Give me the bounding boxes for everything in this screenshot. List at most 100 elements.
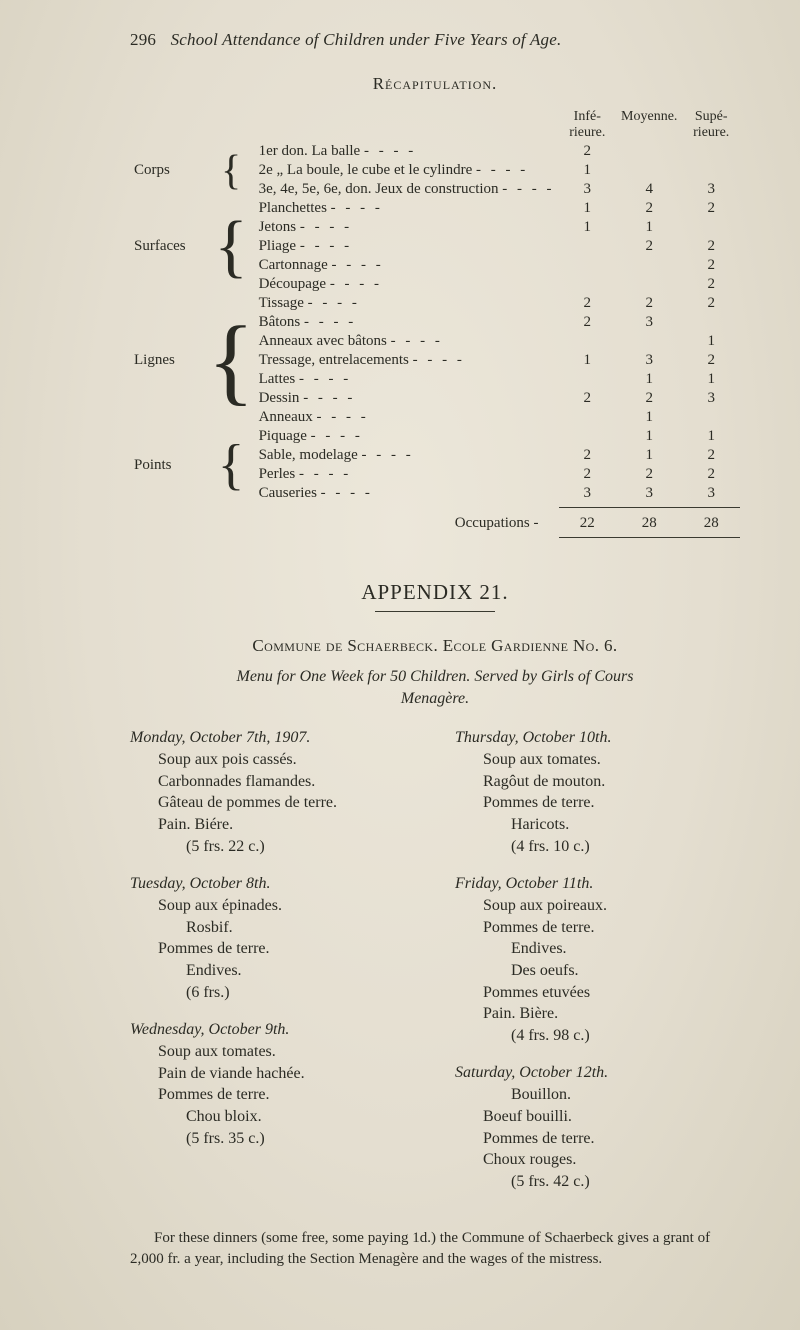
table-row: Lignes{Tissage - - - -222 [130,294,740,313]
cell-value [616,275,682,294]
price-line: (5 frs. 35 c.) [186,1128,415,1150]
item-label: 1er don. La balle - - - - [255,142,559,161]
dish-line: Rosbif. [186,917,415,939]
menu-day: Friday, October 11th.Soup aux poireaux.P… [455,875,740,1046]
dish-line: Pain de viande hachée. [158,1063,415,1085]
cell-value [682,218,740,237]
price-line: (5 frs. 42 c.) [511,1171,740,1193]
item-label: Sable, modelage - - - - [255,446,559,465]
dish-line: Carbonnades flamandes. [158,771,415,793]
appendix-title: APPENDIX 21. [130,580,740,605]
cell-value: 2 [616,199,682,218]
cell-value [559,332,617,351]
footnote: For these dinners (some free, some payin… [130,1228,740,1270]
item-label: 3e, 4e, 5e, 6e, don. Jeux de constructio… [255,180,559,199]
cell-value: 2 [559,142,617,161]
appendix-rule [375,611,495,612]
cell-value: 2 [682,294,740,313]
recap-total-row: Occupations - 22 28 28 [130,514,740,533]
cell-value: 1 [559,351,617,370]
day-heading: Wednesday, October 9th. [130,1021,415,1039]
table-row: Surfaces{Planchettes - - - -122 [130,199,740,218]
cell-value: 2 [559,313,617,332]
cell-value: 2 [682,446,740,465]
cell-value: 1 [616,370,682,389]
item-label: Causeries - - - - [255,484,559,503]
cell-value [682,408,740,427]
day-heading: Saturday, October 12th. [455,1064,740,1082]
dish-line: Haricots. [511,814,740,836]
cell-value: 2 [616,294,682,313]
dish-line: Pommes etuvées [483,982,740,1004]
dish-line: Ragôut de mouton. [483,771,740,793]
menus-left: Monday, October 7th, 1907. Soup aux pois … [130,729,415,1210]
dish-line: Chou bloix. [186,1106,415,1128]
cell-value: 1 [682,332,740,351]
cell-value: 1 [616,218,682,237]
item-label: Pliage - - - - [255,237,559,256]
day-heading: Monday, October 7th, 1907. [130,729,415,747]
brace-icon: { [208,142,255,199]
cell-value: 2 [559,294,617,313]
cell-value [559,427,617,446]
cell-value: 1 [682,427,740,446]
cell-value: 1 [682,370,740,389]
item-label: Piquage - - - - [255,427,559,446]
item-label: Lattes - - - - [255,370,559,389]
dish-line: Soup aux poireaux. [483,895,740,917]
recap-col-heads: Infé- rieure. Moyenne. Supé- rieure. [130,108,740,142]
group-label: Surfaces [130,199,208,294]
price-line: (4 frs. 10 c.) [511,836,740,858]
col-head-inf: Infé- rieure. [559,108,617,142]
cell-value: 3 [559,484,617,503]
col-head-sup: Supé- rieure. [682,108,740,142]
group-label: Points [130,427,208,503]
cell-value: 2 [682,199,740,218]
dish-line: Soup aux tomates. [158,1041,415,1063]
dish-line: Pommes de terre. [483,792,740,814]
cell-value: 1 [616,446,682,465]
dish-line: Pommes de terre. [483,1128,740,1150]
dish-line: Pommes de terre. [483,917,740,939]
cell-value [616,161,682,180]
item-label: Jetons - - - - [255,218,559,237]
dish-line: Endives. [186,960,415,982]
day-heading: Thursday, October 10th. [455,729,740,747]
item-label: 2e „ La boule, le cube et le cylindre - … [255,161,559,180]
dish-line: Boeuf bouilli. [483,1106,740,1128]
day-heading: Friday, October 11th. [455,875,740,893]
dish-line: Des oeufs. [511,960,740,982]
dish-line: Pommes de terre. [158,1084,415,1106]
item-label: Bâtons - - - - [255,313,559,332]
total-label: Occupations - [255,514,559,533]
dish-line: Pommes de terre. [158,938,415,960]
col-head-moy: Moyenne. [616,108,682,142]
menus: Monday, October 7th, 1907. Soup aux pois … [130,729,740,1210]
cell-value: 2 [682,275,740,294]
cell-value [559,408,617,427]
item-label: Perles - - - - [255,465,559,484]
dish-line: Pain. Biére. [158,814,415,836]
day-heading: Tuesday, October 8th. [130,875,415,893]
total-inf: 22 [559,514,617,533]
menus-right: Thursday, October 10th. Soup aux tomates.… [455,729,740,1210]
cell-value: 2 [682,465,740,484]
cell-value [616,256,682,275]
dish-line: Choux rouges. [483,1149,740,1171]
item-label: Planchettes - - - - [255,199,559,218]
recap-title: Récapitulation. [130,74,740,94]
group-label: Lignes [130,294,208,427]
cell-value [559,370,617,389]
dish-line: Soup aux tomates. [483,749,740,771]
cell-value [559,275,617,294]
item-label: Découpage - - - - [255,275,559,294]
dish-line: Bouillon. [511,1084,740,1106]
cell-value: 2 [682,351,740,370]
dish-line: Gâteau de pommes de terre. [158,792,415,814]
cell-value: 2 [616,237,682,256]
dish-line: Soup aux pois cassés. [158,749,415,771]
price-line: (5 frs. 22 c.) [186,836,415,858]
item-label: Anneaux avec bâtons - - - - [255,332,559,351]
cell-value [682,161,740,180]
cell-value: 1 [616,408,682,427]
